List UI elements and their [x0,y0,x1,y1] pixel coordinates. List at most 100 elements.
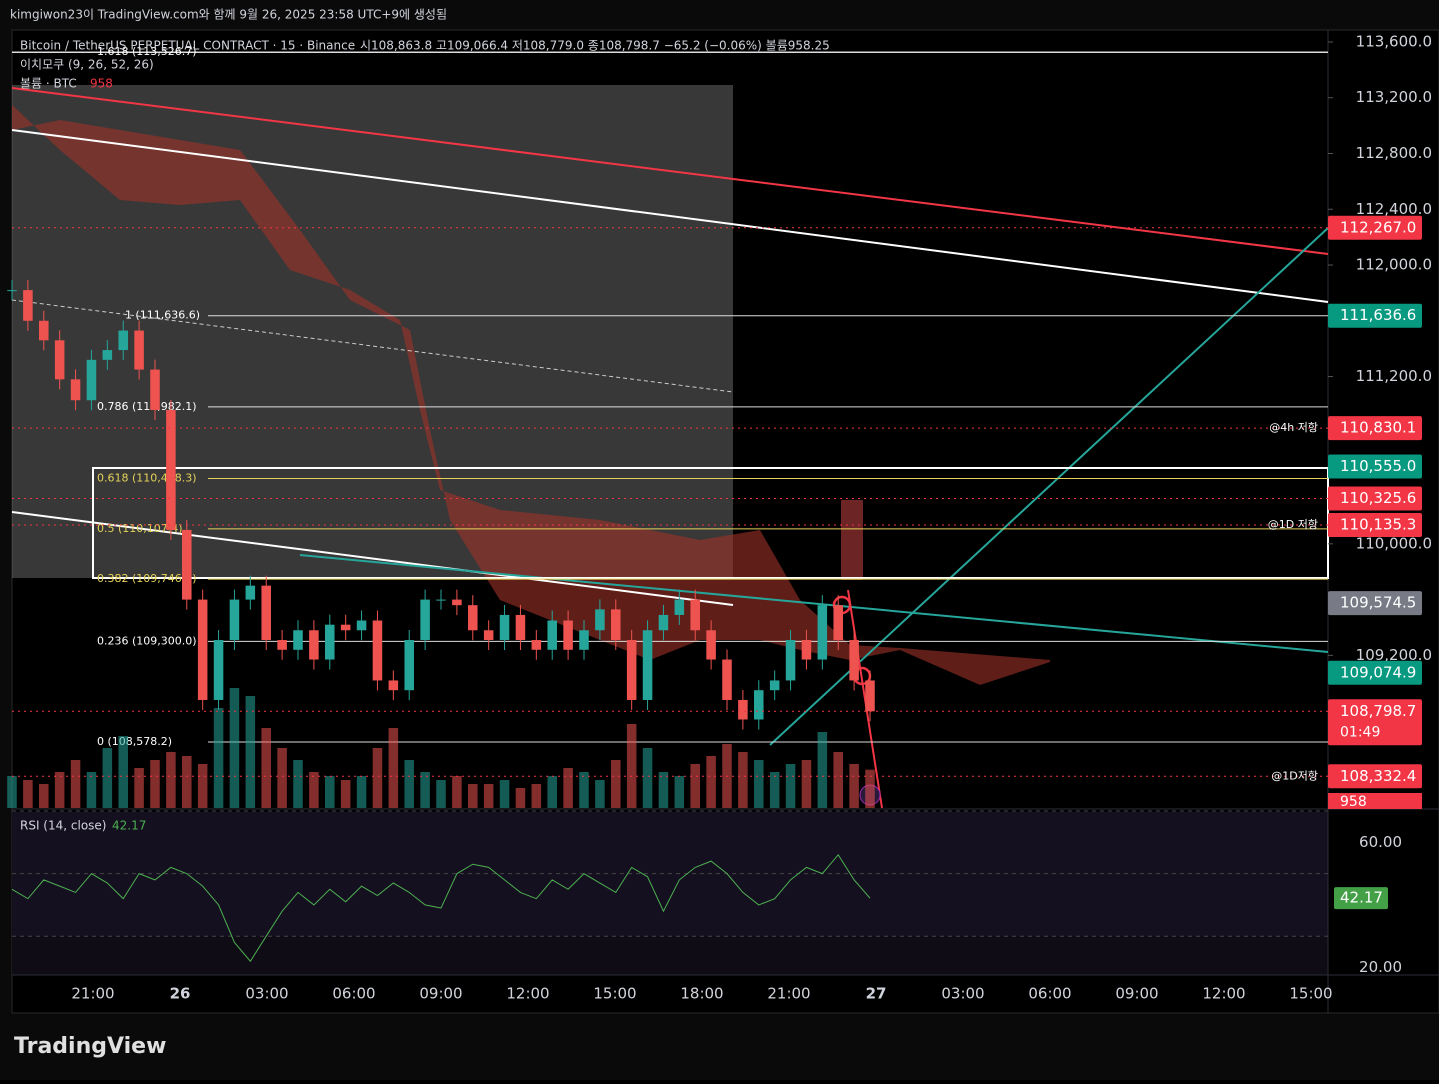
candle [595,609,605,631]
volume-bar [54,772,65,808]
volume-bar [468,784,478,808]
rsi-label: RSI (14, close) [20,819,106,833]
x-tick-label: 09:00 [1115,985,1158,1003]
volume-bar [849,764,859,808]
volume-tag-label: 958 [1340,794,1367,810]
y-tick-label: 112,800.0 [1356,144,1432,162]
trend-line [847,589,883,809]
candle [166,410,176,530]
fib-label: 0 (108,578.2) [97,735,172,748]
volume-bar [182,756,192,808]
candle [722,659,732,700]
volume-bar [356,776,367,808]
x-tick-label: 18:00 [680,985,723,1003]
candle [261,585,271,641]
rsi-tick-label: 20.00 [1359,958,1402,976]
candle [785,640,796,681]
level-note: @1D 저항 [1268,518,1318,531]
volume-bar [515,788,526,808]
candle [642,630,653,700]
candle [86,359,97,401]
rsi-line [11,854,871,963]
volume-bar [626,724,637,808]
x-tick-label: 06:00 [332,985,375,1003]
candle [690,599,700,631]
price-tag-label: 112,267.0 [1340,218,1416,236]
volume-bar [833,752,843,808]
x-tick-label: 09:00 [419,985,462,1003]
candle [674,599,685,615]
volume-bar [611,760,621,808]
candle [404,640,414,691]
y-tick-label: 113,600.0 [1356,32,1432,50]
volume-bar [579,772,589,808]
candle [293,630,303,650]
rsi-tag-label: 42.17 [1340,889,1383,907]
candle [309,630,319,660]
y-tick-label: 112,000.0 [1356,256,1432,274]
candle [340,624,351,631]
level-note: @1D저항 [1271,769,1318,782]
trend-line [11,511,734,606]
volume-bar [404,760,414,808]
rsi-tag [1334,887,1388,910]
trend-line [769,227,1329,746]
legend-volume-value: 958 [90,77,113,91]
volume-bar [769,772,780,808]
price-tag [1328,416,1422,441]
candle [197,599,208,700]
volume-bar [293,760,303,808]
y-tick-label: 111,200.0 [1356,367,1432,385]
legend-ichimoku: 이치모쿠 (9, 26, 52, 26) [20,58,154,72]
price-tag [1328,303,1422,328]
price-tag-label: 109,074.9 [1340,663,1416,681]
candle [849,640,859,681]
volume-bar [483,784,494,808]
candle [325,624,335,660]
candle [39,320,49,341]
y-tick-label: 109,200.0 [1356,646,1432,664]
x-tick-label: 03:00 [245,985,288,1003]
x-tick-label: 21:00 [767,985,810,1003]
candle [182,529,192,600]
volume-bar [817,732,828,808]
fib-label: 0.786 (110,982.1) [97,400,197,413]
candle [388,680,399,691]
volume-bar [261,728,271,808]
rsi-value: 42.17 [112,819,146,833]
volume-bar [563,768,573,808]
candle [833,605,843,641]
legend-volume: 볼륨 · BTC [20,77,77,91]
highlight [841,500,863,580]
candle [738,699,748,720]
fib-label: 0.618 (110,468.3) [97,472,197,485]
candle [515,614,526,641]
candle [658,614,669,631]
volume-bar [23,780,33,808]
fib-label: 1 (111,636.6) [125,309,200,322]
trend-line [11,129,1329,303]
legend-symbol: Bitcoin / TetherUS PERPETUAL CONTRACT · … [20,39,355,53]
price-tag-label: 110,555.0 [1340,457,1416,475]
y-tick-label: 113,200.0 [1356,88,1432,106]
price-tag [1328,512,1422,537]
candle [754,690,764,720]
volume-bar [865,769,875,808]
volume-bar [277,748,287,808]
price-tag [1328,660,1422,685]
fib-label: 1.618 (113,526.7) [97,45,197,58]
volume-bar [452,776,462,808]
candle [626,640,637,700]
volume-bar [150,760,160,808]
candle [372,620,383,681]
candle [817,605,828,660]
volume-bar [245,696,256,808]
x-tick-label: 03:00 [941,985,984,1003]
y-tick-label: 110,000.0 [1356,534,1432,552]
price-tag-label: 109,574.5 [1340,594,1416,612]
volume-bar [531,784,542,808]
volume-bar [801,760,812,808]
y-tick-label: 112,400.0 [1356,200,1432,218]
candle [547,620,557,650]
